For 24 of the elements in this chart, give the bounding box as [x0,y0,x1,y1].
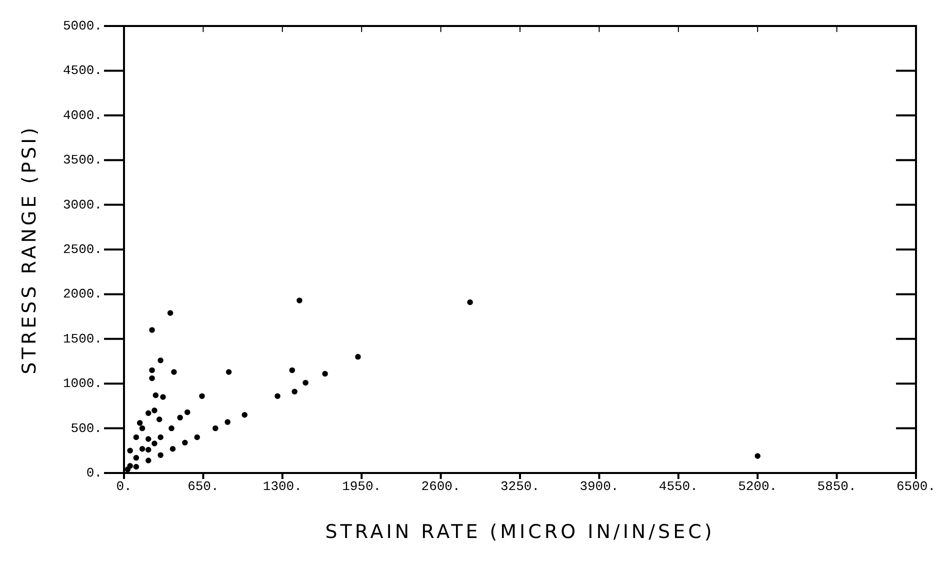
y-tick-label: 3000. [62,197,102,212]
y-axis-title: STRESS RANGE (PSI) [18,124,41,374]
x-tick-label: 6500. [896,479,936,494]
x-tick-label: 5850. [817,479,856,494]
y-tick-label: 3500. [62,152,102,168]
y-tick-label: 0. [86,466,102,480]
x-tick-label: 0. [116,479,132,494]
y-tick-label: 4500. [62,63,102,78]
y-tick-label: 1000. [62,376,102,392]
x-tick-label: 3250. [500,479,540,494]
y-tick-label: 2000. [62,286,102,302]
y-tick-label: 5000. [62,18,102,34]
x-tick-label: 1950. [342,479,382,494]
x-tick-label: 3900. [580,479,619,494]
y-tick-label: 1500. [62,331,102,346]
x-tick-label: 1300. [262,479,302,494]
x-tick-label: 5200. [738,479,778,494]
x-axis-title: STRAIN RATE (MICRO IN/IN/SEC) [325,521,715,543]
x-tick-label: 650. [188,479,219,494]
x-tick-label: 2600. [421,479,460,494]
x-tick-label: 4550. [658,479,698,494]
y-tick-label: 4000. [62,108,102,123]
y-tick-label: 2500. [62,242,102,257]
y-tick-label: 500. [70,420,102,436]
